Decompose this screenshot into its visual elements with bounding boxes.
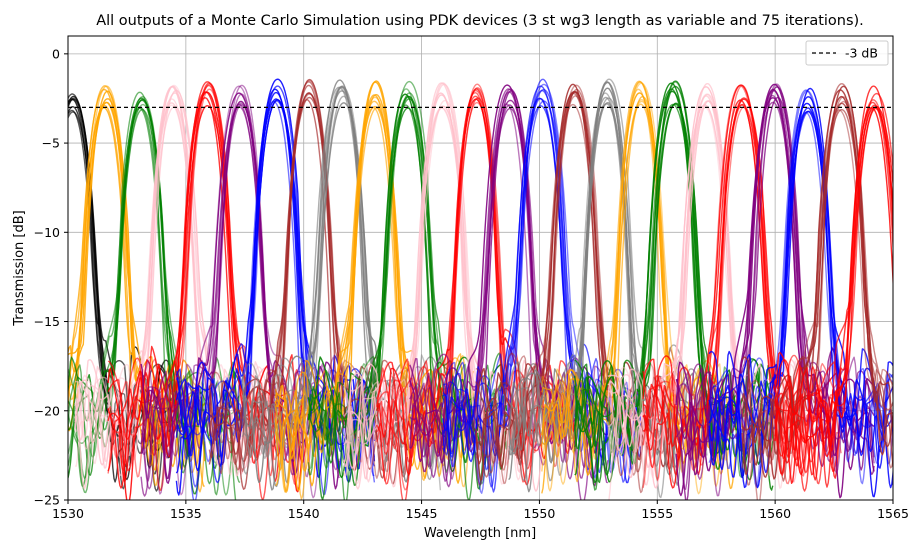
- legend-label: -3 dB: [845, 46, 878, 61]
- iteration-line: [708, 102, 893, 498]
- iteration-line: [541, 103, 741, 460]
- iteration-line: [741, 83, 893, 486]
- iteration-line: [508, 81, 708, 493]
- plot-frame: [67, 35, 894, 501]
- y-axis-label: Transmission [dB]: [12, 210, 27, 326]
- legend-box: [805, 40, 889, 66]
- iteration-line: [741, 89, 893, 466]
- iteration-line: [208, 84, 409, 478]
- iteration-line: [708, 107, 893, 474]
- iteration-line: [607, 104, 807, 452]
- channel-series: [774, 85, 893, 488]
- iteration-line: [442, 88, 642, 474]
- iteration-line: [642, 104, 842, 492]
- iteration-line: [107, 88, 307, 478]
- iteration-line: [774, 92, 893, 463]
- iteration-line: [68, 85, 206, 493]
- y-tick-label: −15: [34, 314, 60, 329]
- iteration-line: [68, 98, 205, 471]
- y-tick-label: −10: [34, 225, 60, 240]
- y-tick-label: −5: [42, 136, 60, 151]
- iteration-line: [274, 105, 475, 477]
- x-axis-label: Wavelength [nm]: [424, 526, 536, 541]
- iteration-line: [107, 84, 307, 500]
- iteration-line: [775, 99, 893, 448]
- iteration-line: [774, 85, 893, 476]
- ticks: 1530 1535 1540 1545 1550 1555 1560 1565 0 −5 −10 −1…: [34, 46, 909, 521]
- iteration-line: [475, 92, 675, 478]
- x-tick-label: 1530: [52, 506, 84, 521]
- iteration-line: [508, 102, 708, 468]
- iteration-line: [741, 95, 893, 480]
- iteration-line: [68, 104, 206, 446]
- iteration-line: [675, 83, 875, 472]
- channel-series: [68, 85, 206, 493]
- x-tick-label: 1555: [641, 506, 673, 521]
- x-tick-label: 1550: [524, 506, 556, 521]
- x-tick-label: 1545: [406, 506, 438, 521]
- y-tick-label: 0: [52, 46, 60, 61]
- x-tick-label: 1560: [759, 506, 791, 521]
- iteration-line: [475, 91, 675, 494]
- iteration-line: [708, 90, 893, 464]
- x-tick-label: 1535: [170, 506, 202, 521]
- iteration-line: [741, 109, 893, 464]
- iteration-line: [307, 98, 508, 500]
- iteration-line: [68, 101, 206, 470]
- chart-title: All outputs of a Monte Carlo Simulation …: [96, 13, 864, 29]
- iteration-line: [675, 101, 875, 480]
- iteration-line: [774, 106, 893, 476]
- y-tick-label: −20: [34, 403, 60, 418]
- channel-series: [107, 81, 307, 500]
- iteration-line: [140, 84, 340, 495]
- iteration-line: [708, 87, 893, 489]
- iteration-line: [607, 83, 807, 486]
- legend: -3 dB: [805, 40, 889, 66]
- x-tick-label: 1565: [877, 506, 909, 521]
- plot-area: [68, 78, 893, 500]
- iteration-line: [741, 96, 893, 500]
- x-tick-label: 1540: [288, 506, 320, 521]
- y-tick-label: −25: [34, 493, 60, 508]
